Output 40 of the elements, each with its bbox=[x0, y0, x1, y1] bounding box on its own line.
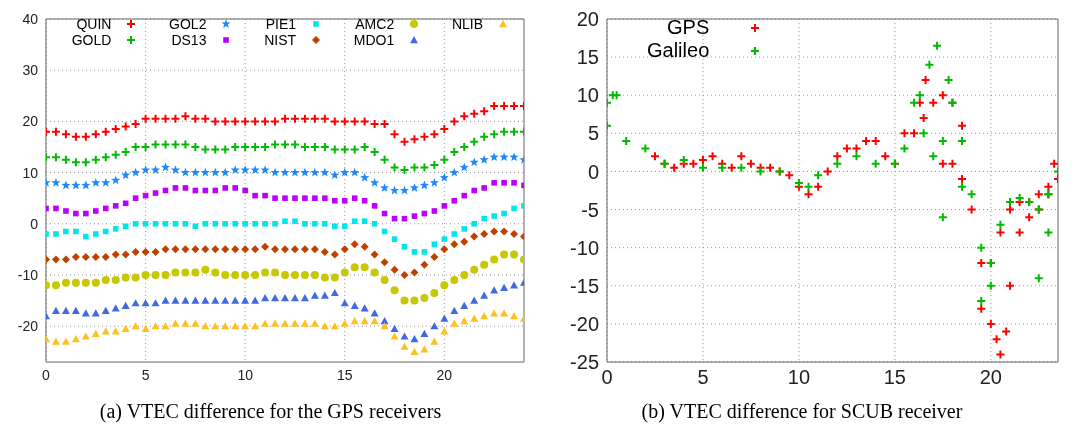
y-tick-label: 5 bbox=[587, 122, 599, 145]
y-tick-label: 30 bbox=[22, 62, 39, 79]
y-tick-label: 10 bbox=[22, 164, 39, 181]
legend-label: GPS bbox=[667, 16, 710, 39]
x-tick-label: 10 bbox=[787, 366, 811, 389]
x-tick-label: 0 bbox=[42, 366, 51, 383]
legend-label: Galileo bbox=[647, 39, 710, 62]
legend-label: AMC2 bbox=[355, 16, 395, 33]
y-tick-label: -10 bbox=[17, 266, 39, 283]
legend-label: NIST bbox=[264, 32, 297, 49]
y-tick-label: 10 bbox=[576, 84, 599, 107]
y-tick-label: -20 bbox=[17, 318, 39, 335]
x-tick-label: 5 bbox=[141, 366, 150, 383]
x-tick-label: 15 bbox=[336, 366, 353, 383]
text: (a) VTEC difference for the GPS receivers bbox=[98, 400, 443, 423]
legend-label: GOLD bbox=[71, 32, 112, 49]
legend-label: GOL2 bbox=[169, 16, 207, 33]
y-tick-label: 20 bbox=[576, 8, 599, 31]
y-tick-label: -10 bbox=[570, 236, 599, 259]
legend-label: NLIB bbox=[451, 16, 483, 33]
x-tick-label: 5 bbox=[697, 366, 709, 389]
legend-label: QUIN bbox=[76, 16, 112, 33]
y-tick-label: 0 bbox=[587, 160, 599, 183]
x-tick-label: 15 bbox=[883, 366, 906, 389]
y-tick-label: 15 bbox=[576, 46, 599, 69]
x-tick-label: 0 bbox=[601, 366, 613, 389]
x-tick-label: 10 bbox=[237, 366, 254, 383]
y-tick-label: 40 bbox=[22, 10, 39, 27]
y-tick-label: 20 bbox=[22, 113, 39, 130]
x-tick-label: 20 bbox=[979, 366, 1002, 389]
y-tick-label: 0 bbox=[30, 215, 39, 232]
text: (b) VTEC difference for SCUB receiver bbox=[640, 400, 964, 423]
legend-label: PIE1 bbox=[265, 16, 297, 33]
y-tick-label: -15 bbox=[570, 274, 599, 297]
y-tick-label: -5 bbox=[581, 198, 599, 221]
legend-label: DS13 bbox=[171, 32, 207, 49]
y-tick-label: -25 bbox=[570, 351, 599, 374]
legend-label: MDO1 bbox=[353, 32, 395, 49]
x-tick-label: 20 bbox=[436, 366, 453, 383]
y-tick-label: -20 bbox=[570, 312, 599, 335]
